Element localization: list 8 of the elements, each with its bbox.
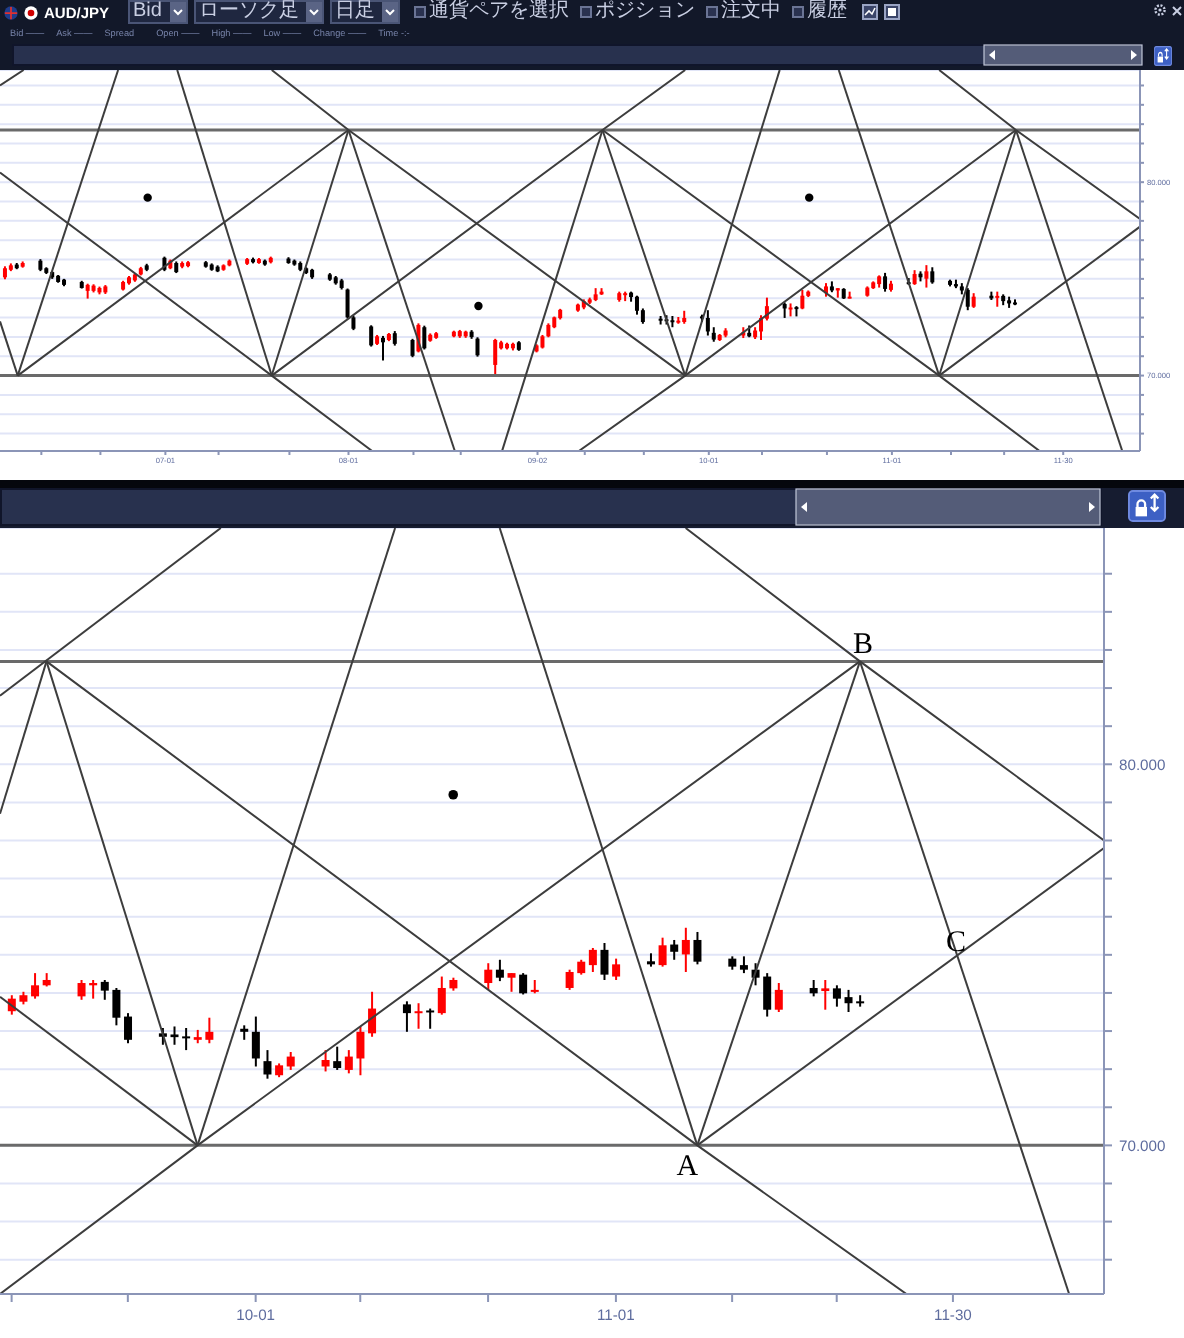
dropdown-field: ローソク足 bbox=[193, 0, 324, 24]
annotation: A bbox=[676, 1151, 699, 1184]
text: ポジション bbox=[595, 0, 696, 22]
dropdown-field: 日足 bbox=[329, 0, 400, 24]
dropdown-field: Bid bbox=[127, 0, 188, 24]
text: 履歴 bbox=[807, 0, 848, 22]
text: 通貨ペアを選択 bbox=[429, 0, 570, 22]
annotation: B bbox=[852, 629, 873, 662]
